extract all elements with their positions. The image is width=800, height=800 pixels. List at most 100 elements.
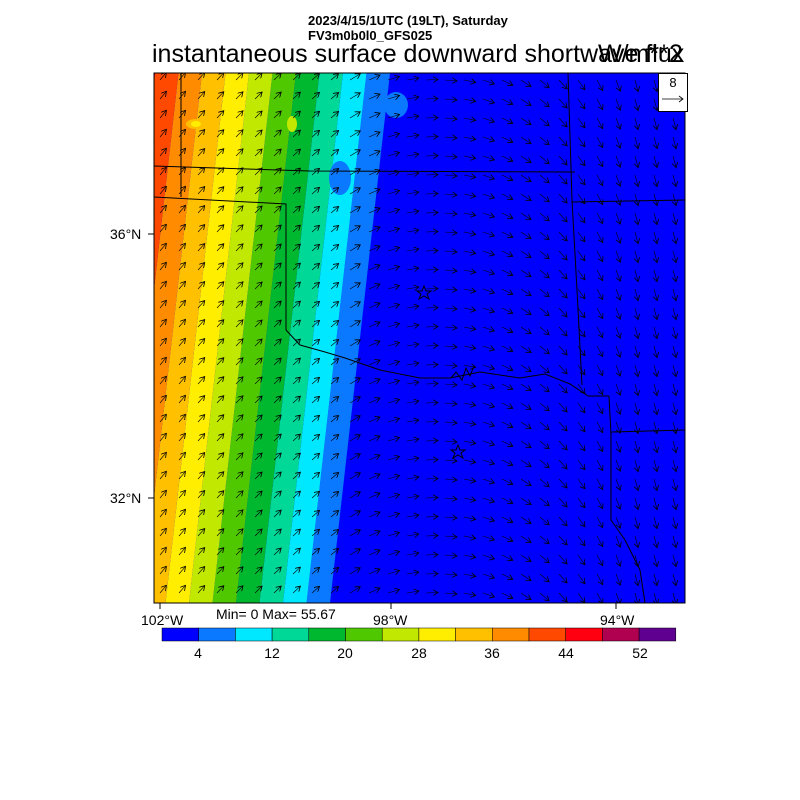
wind-vector [254, 92, 262, 100]
wind-vector [330, 302, 339, 309]
wind-vector [463, 536, 476, 538]
wind-vector [235, 92, 243, 100]
wind-vector [501, 136, 513, 142]
wind-vector [616, 269, 620, 281]
wind-vector [406, 268, 419, 270]
wind-vector [577, 554, 585, 565]
wind-vector [311, 491, 320, 499]
wind-vector [482, 479, 494, 483]
wind-vector [292, 453, 300, 461]
wind-vector [577, 212, 585, 223]
wind-vector [539, 326, 549, 335]
wind-vector [482, 422, 494, 426]
wind-vector [596, 136, 603, 148]
wind-vector [273, 187, 281, 195]
wind-vector [520, 326, 531, 334]
wind-vector [368, 493, 380, 499]
wind-vector [482, 308, 494, 312]
wind-vector [444, 536, 457, 537]
wind-vector [463, 346, 476, 348]
colorbar-label: 36 [484, 645, 500, 661]
wind-vector [539, 136, 549, 145]
wind-vector [596, 212, 603, 224]
wind-vector [616, 79, 620, 91]
wind-vector [216, 73, 224, 81]
wind-vector [635, 98, 638, 111]
wind-vector [273, 529, 281, 537]
wind-vector [596, 592, 603, 603]
wind-vector [673, 288, 676, 301]
wind-vector [482, 346, 494, 350]
wind-vector [159, 357, 166, 366]
wind-vector [330, 264, 339, 271]
wind-vector [577, 269, 585, 280]
wind-vector [311, 320, 320, 328]
boundary-line [610, 429, 685, 433]
wind-vector [596, 459, 603, 471]
wind-vector [596, 174, 603, 186]
wind-vector [235, 453, 243, 461]
wind-vector [558, 174, 567, 184]
wind-vector [425, 308, 438, 309]
wind-vector [654, 212, 657, 225]
wind-vector [520, 592, 531, 600]
wind-vector [311, 187, 320, 195]
wind-vector [273, 472, 281, 480]
wind-vector [482, 270, 494, 274]
wind-vector [673, 231, 676, 244]
plot-frame [153, 72, 686, 604]
wind-vector [178, 547, 186, 556]
wind-vector [273, 244, 281, 252]
wind-vector [235, 472, 243, 480]
wind-vector [330, 397, 339, 404]
wind-vector [520, 440, 531, 448]
wind-vector [539, 79, 549, 88]
wind-vector [292, 377, 300, 385]
wind-vector [596, 440, 603, 452]
wind-vector [235, 510, 243, 518]
wind-vector [577, 440, 585, 451]
wind-vector [539, 459, 549, 468]
wind-vector [368, 474, 380, 480]
wind-vector [178, 148, 186, 157]
wind-vector [349, 340, 360, 347]
wind-vector [539, 174, 549, 183]
wind-vector [254, 206, 262, 214]
wind-vector [235, 529, 243, 537]
wind-vector [349, 397, 360, 404]
wind-vector [406, 306, 419, 308]
wind-vector [654, 231, 657, 244]
wind-vector [654, 307, 657, 320]
wind-vector [197, 472, 205, 480]
wind-vector [197, 73, 205, 81]
wind-vector [635, 174, 638, 187]
wind-vector [216, 149, 224, 157]
wind-vector [463, 289, 476, 291]
wind-vector [616, 326, 620, 338]
boundary-line [567, 73, 583, 386]
wind-vector [330, 587, 339, 594]
wind-vector [235, 263, 243, 271]
wind-vector [387, 134, 400, 138]
wind-vector [254, 548, 262, 556]
wind-vector [235, 282, 243, 290]
wind-vector [558, 136, 567, 146]
wind-vector [558, 269, 567, 279]
wind-vector [330, 549, 339, 556]
wind-vector [616, 288, 620, 300]
wind-vector [520, 402, 531, 410]
wind-vector [216, 320, 224, 328]
wind-vector [482, 593, 494, 597]
wind-vector [273, 548, 281, 556]
wind-vector [444, 593, 457, 594]
wind-vector [425, 384, 438, 385]
wind-vector [558, 326, 567, 336]
wind-vector [520, 79, 531, 87]
wind-vector [425, 175, 438, 176]
wind-vector [654, 250, 657, 263]
wind-vector [216, 206, 224, 214]
wind-vector [539, 117, 549, 126]
wind-vector [635, 535, 638, 548]
wind-vector [159, 547, 166, 556]
wind-vector [635, 573, 638, 586]
